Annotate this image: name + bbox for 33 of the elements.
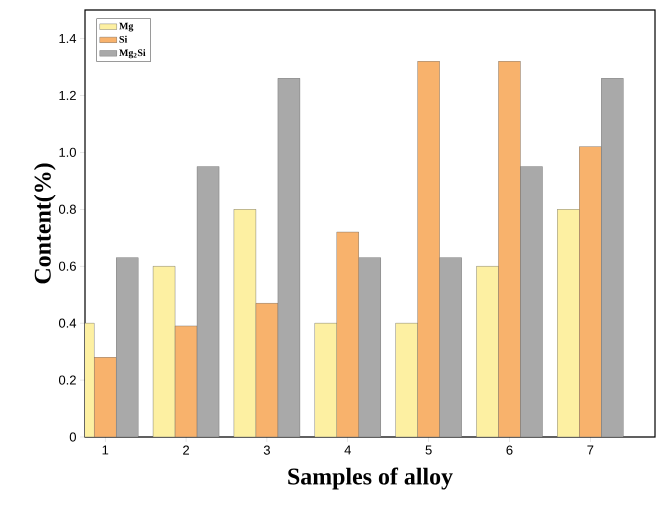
y-tick-label: 1.2: [59, 90, 76, 100]
x-tick-label: 4: [344, 446, 351, 454]
bar: [256, 303, 278, 437]
y-tick-label: 0: [70, 432, 76, 442]
bar: [520, 166, 543, 437]
legend-label: Mg$_{2}$Si: [119, 49, 146, 58]
x-tick-label: 2: [183, 446, 190, 455]
x-axis-title: Samples of alloy: [288, 468, 453, 490]
bar: [116, 257, 138, 437]
bar: [174, 326, 198, 437]
bar: [601, 78, 624, 437]
legend-label: Mg: [119, 22, 134, 32]
y-axis-title: Content(%): [34, 163, 56, 284]
y-tick-label: 1.4: [59, 34, 76, 43]
bar: [358, 257, 381, 437]
x-tick-label: 3: [264, 446, 270, 455]
bar: [336, 232, 359, 437]
bar: [579, 146, 602, 437]
y-tick-label: 0.6: [58, 262, 76, 271]
y-tick-label: 1.0: [59, 148, 76, 157]
bar: [498, 61, 521, 437]
bar: [439, 257, 462, 437]
x-tick-label: 6: [506, 446, 513, 455]
bar: [196, 166, 220, 437]
x-tick-label: 5: [426, 446, 432, 455]
bar: [278, 78, 300, 437]
x-tick-label: 1: [102, 446, 108, 454]
y-tick-label: 0.4: [58, 318, 76, 328]
bar: [417, 61, 440, 437]
y-tick-label: 0.8: [58, 204, 76, 214]
y-tick-label: 0.2: [58, 375, 76, 385]
x-tick-label: 7: [587, 446, 594, 454]
legend-label: Si: [120, 36, 128, 43]
